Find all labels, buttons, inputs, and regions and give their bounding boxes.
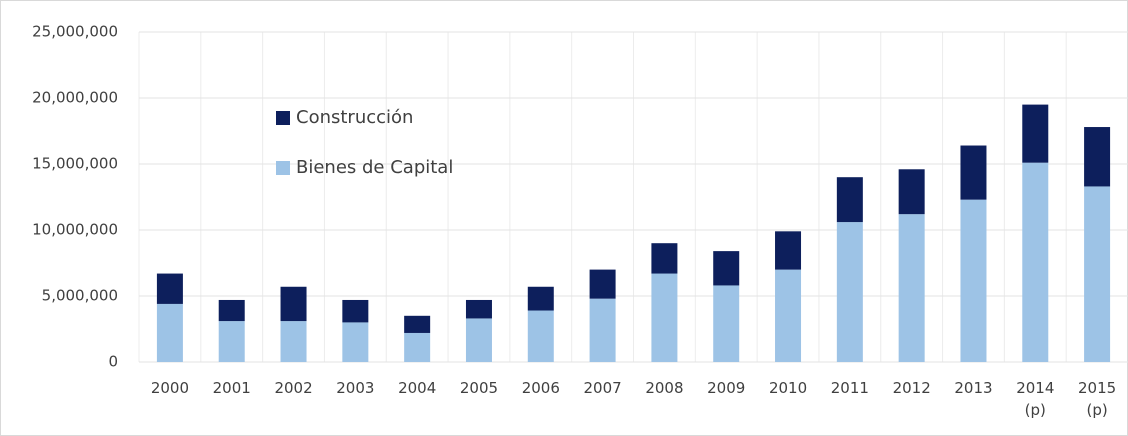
bar-segment	[589, 298, 616, 362]
y-tick-label: 5,000,000	[42, 287, 118, 305]
bar-segment	[465, 299, 492, 319]
bar-segment	[404, 332, 431, 362]
bar-segment	[775, 269, 802, 362]
y-tick-label: 10,000,000	[32, 221, 118, 239]
x-tick-label: 2000	[150, 379, 189, 397]
bar-segment	[156, 303, 183, 362]
x-tick-label: 2004	[398, 379, 437, 397]
bar-segment	[960, 145, 987, 200]
bar-segment	[280, 286, 307, 322]
bar-segment	[898, 214, 925, 362]
bar-segment	[960, 199, 987, 362]
y-tick-label: 15,000,000	[32, 155, 118, 173]
bar-segment	[465, 318, 492, 362]
bar-segment	[280, 321, 307, 362]
bar-segment	[775, 231, 802, 270]
bar-segment	[218, 299, 245, 322]
bar-segment	[218, 321, 245, 362]
x-tick-label: 2014 (p)	[1016, 379, 1055, 419]
legend-swatch	[276, 111, 290, 125]
bar-segment	[1022, 104, 1049, 163]
bar-segment	[1022, 162, 1049, 362]
x-tick-label: 2008	[645, 379, 684, 397]
x-tick-label: 2010	[768, 379, 808, 397]
bar-segment	[1084, 186, 1111, 362]
bar-segment	[836, 177, 863, 223]
bar-segment	[713, 251, 740, 286]
x-tick-label: 2005	[459, 379, 499, 397]
bar-segment	[1084, 127, 1111, 187]
bar-segment	[651, 243, 678, 274]
bar-segment	[404, 315, 431, 333]
y-tick-label: 25,000,000	[32, 23, 118, 41]
legend-swatch	[276, 161, 290, 175]
bar-segment	[527, 310, 554, 362]
x-tick-label: 2007	[583, 379, 622, 397]
x-tick-label: 2012	[892, 379, 931, 397]
bar-segment	[527, 286, 554, 311]
x-tick-label: 2011	[830, 379, 869, 397]
x-tick-label: 2001	[212, 379, 251, 397]
y-tick-label: 20,000,000	[32, 89, 118, 107]
bar-segment	[342, 299, 369, 323]
x-tick-label: 2009	[707, 379, 746, 397]
legend-label: Construcción	[296, 107, 413, 128]
x-tick-label: 2013	[954, 379, 993, 397]
x-tick-label: 2002	[274, 379, 313, 397]
x-tick-label: 2003	[336, 379, 375, 397]
x-tick-label: 2015 (p)	[1078, 379, 1117, 419]
bar-segment	[713, 285, 740, 362]
bar-segment	[898, 169, 925, 215]
bar-segment	[836, 222, 863, 362]
bar-segment	[589, 269, 616, 299]
bar-segment	[342, 322, 369, 362]
bar-segment	[156, 273, 183, 304]
x-tick-label: 2006	[521, 379, 560, 397]
y-tick-label: 0	[108, 353, 118, 371]
legend-label: Bienes de Capital	[296, 157, 453, 178]
bar-segment	[651, 273, 678, 362]
